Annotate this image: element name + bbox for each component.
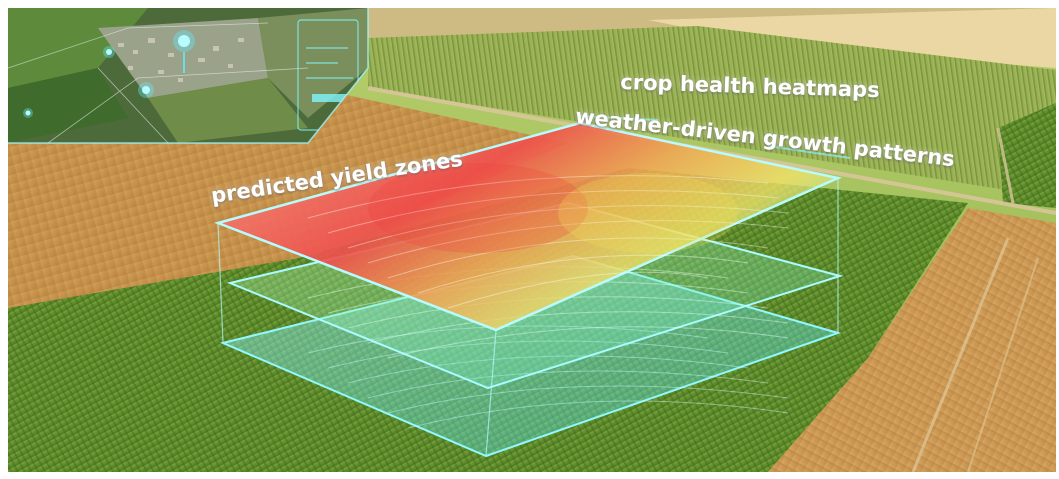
right-wheat-field	[768, 208, 1056, 472]
right-corn-strip	[998, 103, 1056, 208]
hologram-edges	[217, 178, 839, 457]
heatmap-layer	[214, 121, 843, 332]
far-pale-field	[648, 8, 1056, 68]
location-pin-icon	[23, 108, 33, 118]
far-corn-field	[368, 26, 1056, 198]
location-pin-icon	[173, 30, 195, 73]
location-pin-icon	[138, 82, 154, 98]
farm-illustration	[8, 8, 1056, 472]
location-pin-icon	[103, 46, 115, 58]
aerial-farm-scene: predicted yield zones crop health heatma…	[8, 8, 1056, 472]
map-inset	[8, 8, 368, 143]
